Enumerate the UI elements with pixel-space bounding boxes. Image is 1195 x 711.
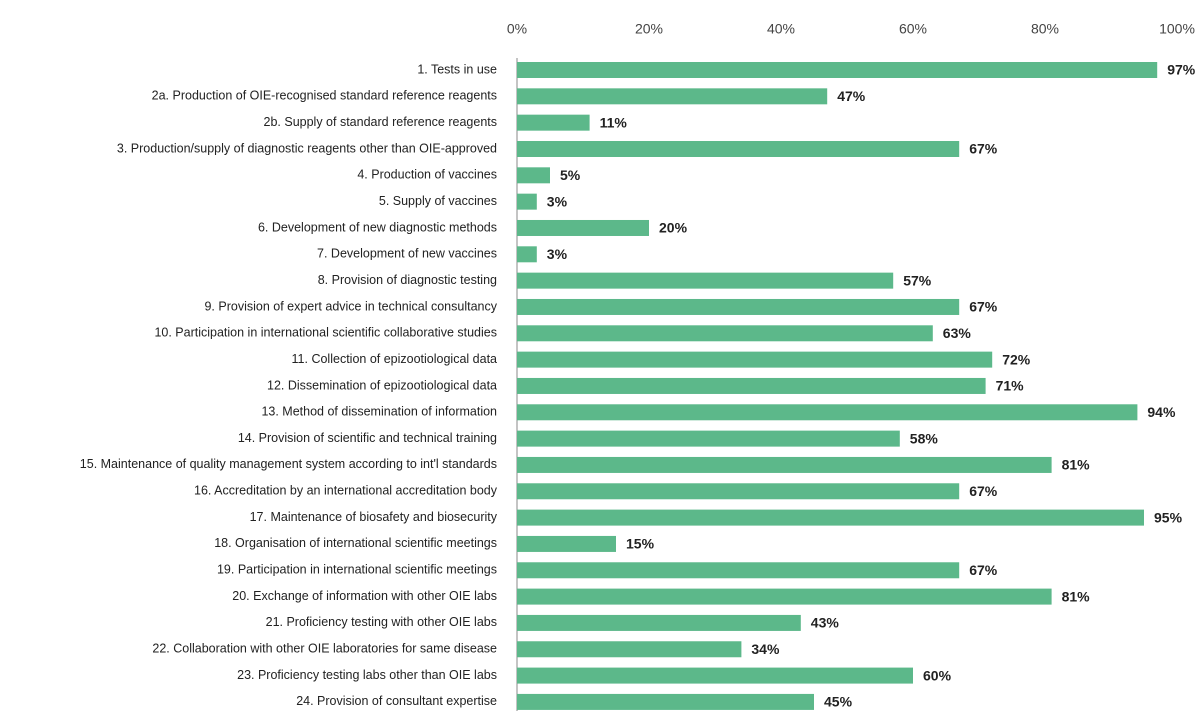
y-tick-label: 17. Maintenance of biosafety and biosecu… (250, 510, 498, 524)
y-tick-label: 11. Collection of epizootiological data (292, 352, 498, 366)
bar (517, 167, 550, 184)
bar (517, 641, 742, 658)
x-tick-label: 80% (1031, 21, 1059, 37)
value-label: 95% (1154, 509, 1183, 525)
bar (517, 483, 960, 500)
bar (517, 667, 913, 684)
value-label: 72% (1002, 351, 1031, 367)
bar (517, 351, 993, 368)
x-tick-label: 60% (899, 21, 927, 37)
y-tick-label: 4. Production of vaccines (357, 168, 497, 182)
y-tick-label: 22. Collaboration with other OIE laborat… (152, 642, 497, 656)
bar (517, 114, 590, 131)
y-tick-label: 9. Provision of expert advice in technic… (204, 299, 497, 313)
value-label: 3% (547, 193, 568, 209)
value-label: 57% (903, 272, 932, 288)
value-label: 11% (600, 114, 628, 130)
value-label: 45% (824, 694, 853, 710)
value-label: 5% (560, 167, 581, 183)
bar (517, 456, 1052, 473)
bar (517, 193, 537, 210)
value-label: 43% (811, 615, 840, 631)
bar (517, 430, 900, 447)
y-tick-label: 6. Development of new diagnostic methods (258, 220, 497, 234)
value-label: 67% (969, 299, 998, 315)
value-label: 3% (547, 246, 568, 262)
value-label: 58% (910, 430, 939, 446)
value-label: 67% (969, 483, 998, 499)
bar (517, 88, 828, 105)
value-label: 60% (923, 667, 952, 683)
y-tick-label: 8. Provision of diagnostic testing (318, 273, 497, 287)
value-label: 47% (837, 88, 866, 104)
bar (517, 614, 801, 631)
value-label: 15% (626, 536, 655, 552)
y-tick-label: 19. Participation in international scien… (217, 563, 497, 577)
y-tick-label: 1. Tests in use (417, 62, 497, 76)
value-label: 81% (1062, 457, 1091, 473)
value-label: 63% (943, 325, 972, 341)
y-tick-label: 12. Dissemination of epizootiological da… (267, 378, 497, 392)
y-tick-label: 20. Exchange of information with other O… (232, 589, 497, 603)
value-label: 81% (1062, 588, 1091, 604)
y-tick-label: 16. Accreditation by an international ac… (194, 484, 498, 498)
y-tick-label: 18. Organisation of international scient… (214, 536, 497, 550)
y-tick-label: 2b. Supply of standard reference reagent… (264, 115, 497, 129)
y-tick-label: 15. Maintenance of quality management sy… (80, 457, 497, 471)
bar (517, 509, 1144, 526)
value-label: 94% (1147, 404, 1176, 420)
y-tick-label: 13. Method of dissemination of informati… (261, 405, 497, 419)
bar (517, 325, 933, 342)
y-tick-label: 2a. Production of OIE-recognised standar… (152, 89, 497, 103)
x-tick-label: 40% (767, 21, 795, 37)
y-tick-label: 3. Production/supply of diagnostic reage… (117, 141, 497, 155)
y-tick-label: 10. Participation in international scien… (154, 326, 497, 340)
bar (517, 535, 616, 552)
x-tick-label: 20% (635, 21, 663, 37)
value-label: 34% (751, 641, 780, 657)
bar (517, 693, 814, 710)
bar (517, 588, 1052, 605)
y-tick-label: 7. Development of new vaccines (317, 247, 497, 261)
x-tick-label: 100% (1159, 21, 1195, 37)
bar (517, 298, 960, 315)
x-tick-label: 0% (507, 21, 527, 37)
y-tick-label: 24. Provision of consultant expertise (296, 694, 497, 708)
bar (517, 140, 960, 157)
value-label: 20% (659, 220, 688, 236)
y-tick-label: 14. Provision of scientific and technica… (238, 431, 497, 445)
bar (517, 246, 537, 263)
value-label: 67% (969, 562, 998, 578)
y-tick-label: 5. Supply of vaccines (379, 194, 497, 208)
bar (517, 404, 1138, 421)
bar (517, 377, 986, 394)
y-tick-label: 21. Proficiency testing with other OIE l… (266, 615, 497, 629)
y-tick-label: 23. Proficiency testing labs other than … (237, 668, 497, 682)
value-label: 97% (1167, 62, 1195, 78)
bar (517, 62, 1158, 78)
value-label: 71% (996, 378, 1025, 394)
bar (517, 562, 960, 579)
bar (517, 272, 894, 289)
bar (517, 219, 649, 236)
value-label: 67% (969, 141, 998, 157)
